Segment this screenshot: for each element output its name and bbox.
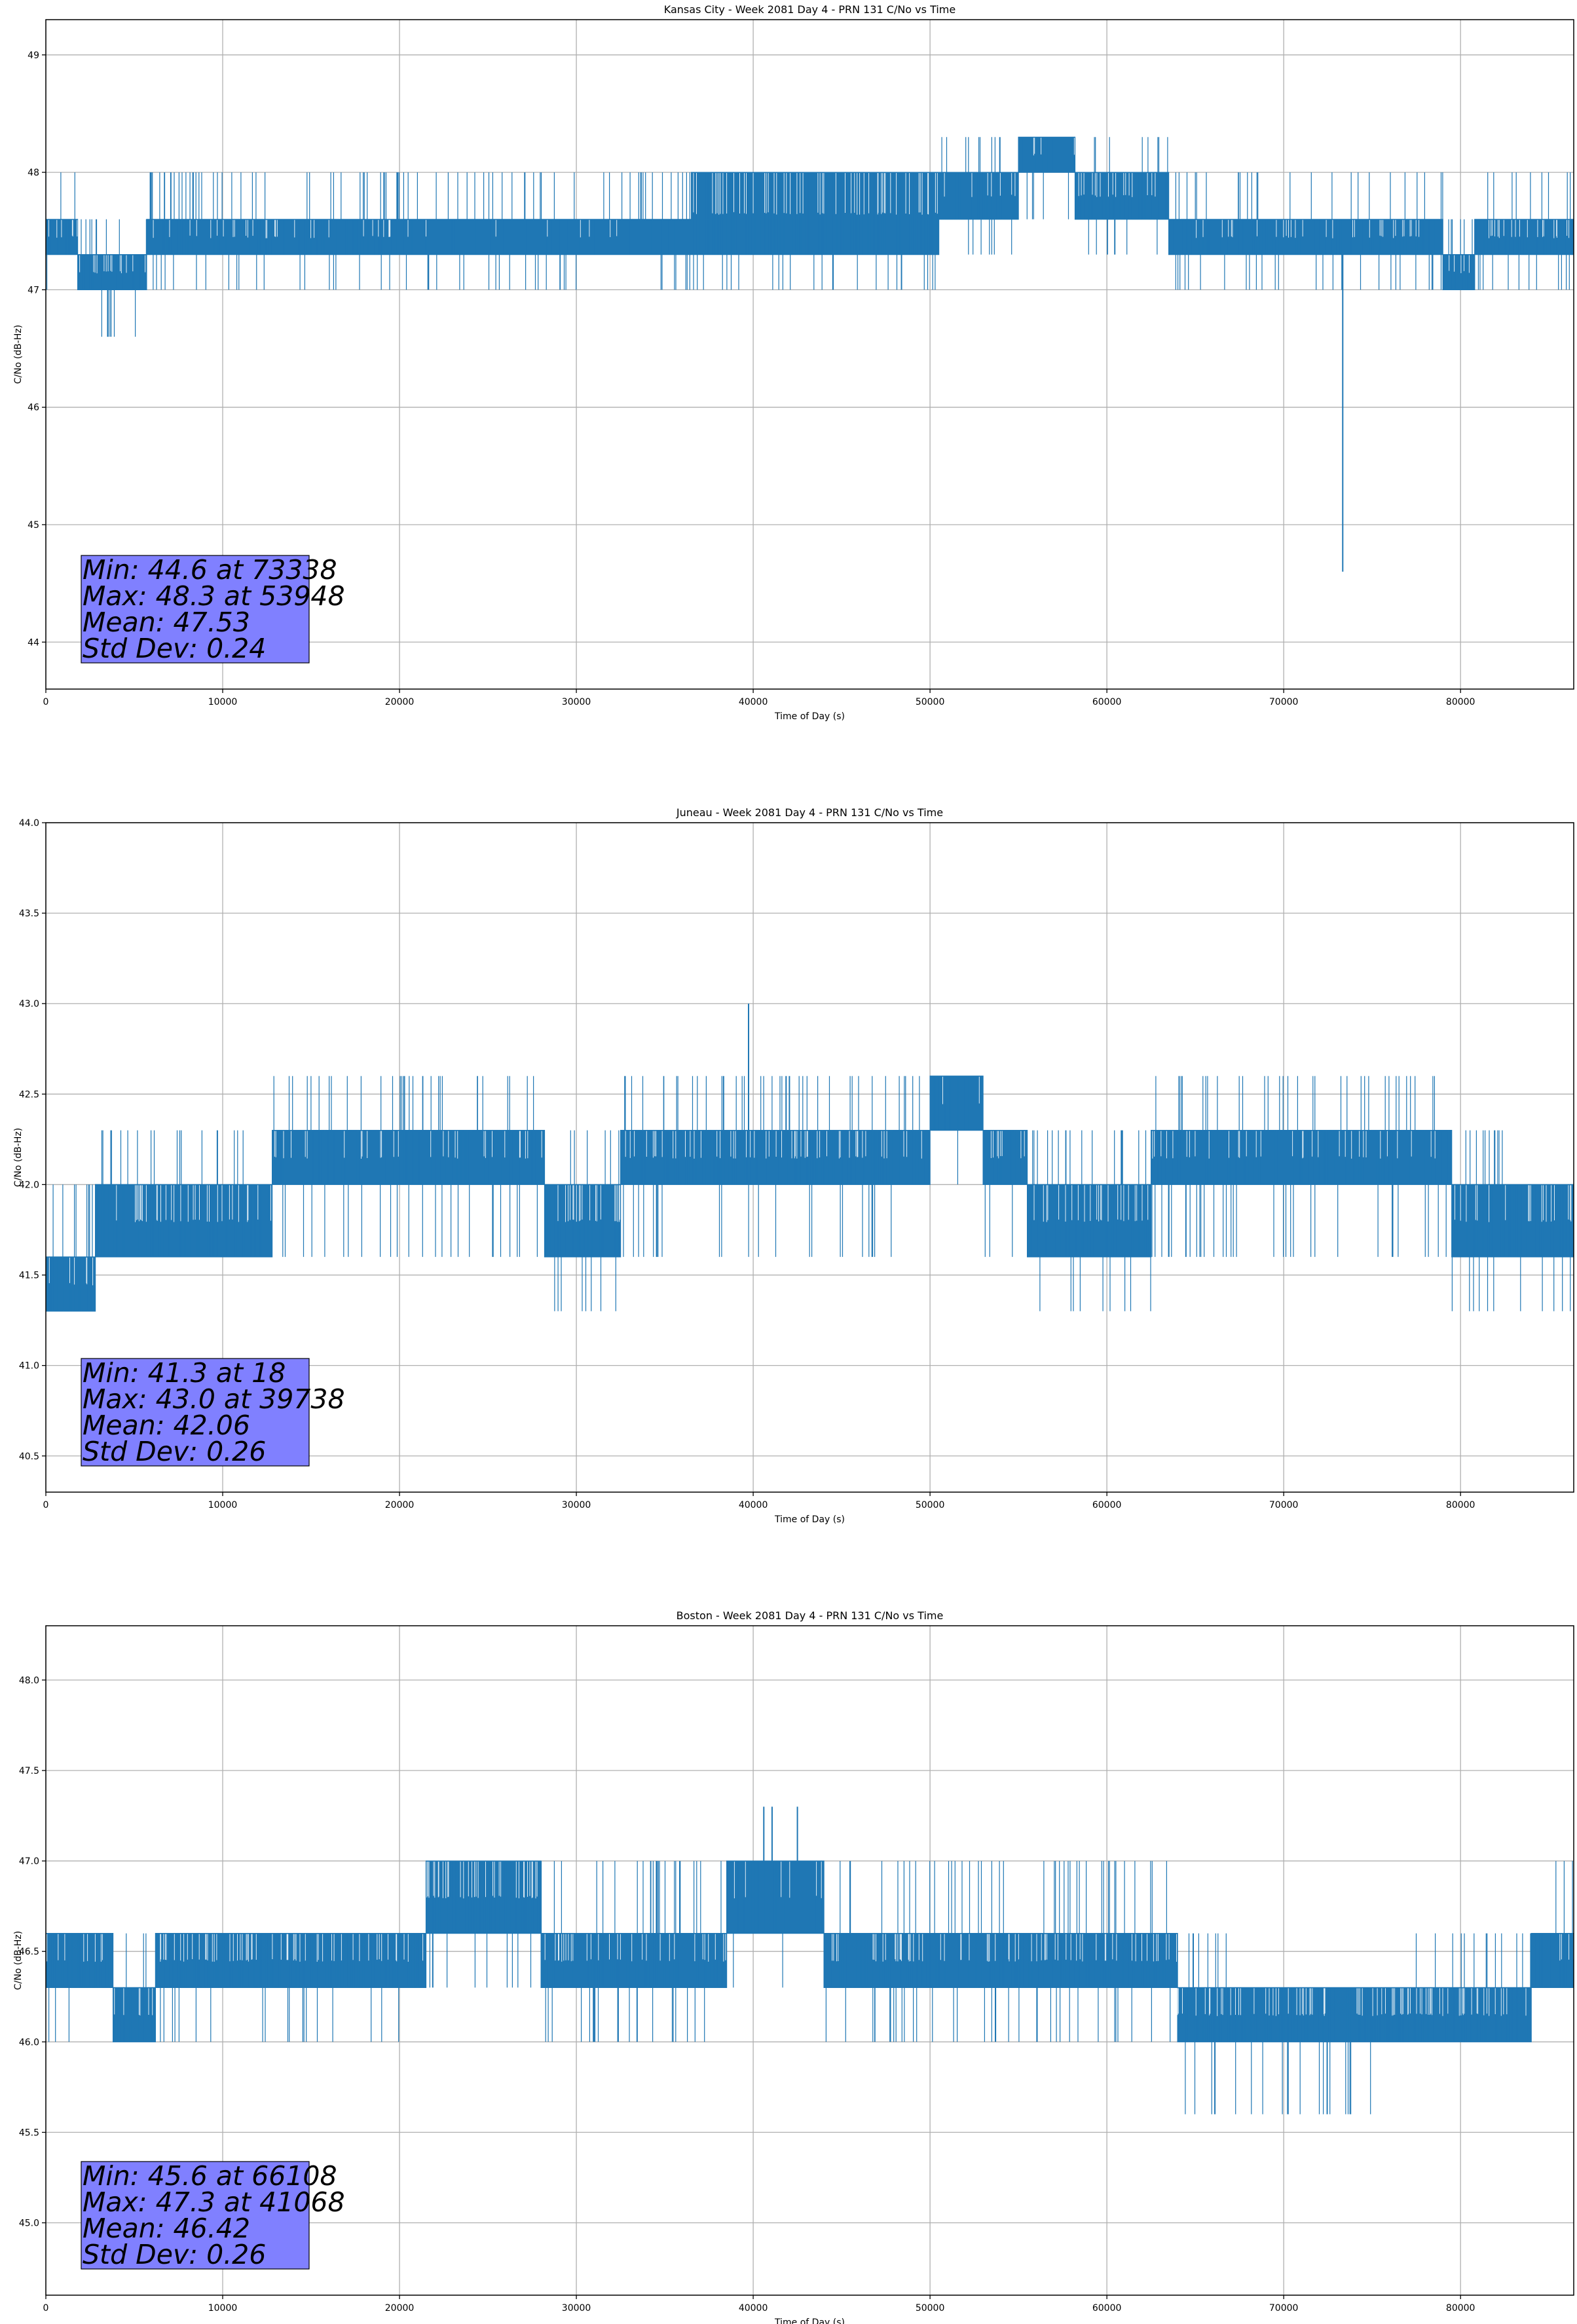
y-tick-label: 40.5 bbox=[19, 1452, 39, 1462]
x-tick-label: 30000 bbox=[562, 1500, 591, 1510]
x-tick-label: 50000 bbox=[916, 697, 945, 707]
x-tick-label: 30000 bbox=[562, 697, 591, 707]
x-axis-label: Time of Day (s) bbox=[774, 2317, 845, 2324]
stats-mean: Mean: 47.53 bbox=[83, 607, 250, 638]
x-axis-label: Time of Day (s) bbox=[774, 711, 845, 722]
stats-box bbox=[81, 1358, 310, 1467]
y-tick-label: 49 bbox=[28, 50, 39, 61]
stats-std: Std Dev: 0.24 bbox=[83, 633, 266, 664]
y-tick-label: 43.0 bbox=[19, 999, 39, 1009]
series-gaps bbox=[48, 1076, 1572, 1286]
x-tick-label: 30000 bbox=[562, 2303, 591, 2314]
x-tick-label: 80000 bbox=[1446, 2303, 1475, 2314]
y-tick-label: 44.0 bbox=[19, 818, 39, 829]
series-gaps bbox=[46, 1862, 1574, 2016]
x-tick-label: 50000 bbox=[916, 1500, 945, 1510]
chart-title: Kansas City - Week 2081 Day 4 - PRN 131 … bbox=[664, 3, 955, 16]
chart-title: Boston - Week 2081 Day 4 - PRN 131 C/No … bbox=[677, 1609, 944, 1622]
y-tick-label: 41.5 bbox=[19, 1271, 39, 1281]
y-axis-label: C/No (dB-Hz) bbox=[13, 1931, 24, 1990]
x-tick-label: 70000 bbox=[1269, 1500, 1299, 1510]
stats-min: Min: 41.3 at 18 bbox=[83, 1357, 286, 1389]
y-tick-label: 47.5 bbox=[19, 1766, 39, 1776]
y-tick-label: 46.0 bbox=[19, 2037, 39, 2048]
x-tick-label: 10000 bbox=[208, 2303, 238, 2314]
y-tick-label: 45.0 bbox=[19, 2219, 39, 2229]
y-axis-label: C/No (dB-Hz) bbox=[13, 325, 24, 384]
stats-std: Std Dev: 0.26 bbox=[83, 1436, 266, 1467]
stats-mean: Mean: 42.06 bbox=[83, 1410, 250, 1441]
x-tick-label: 0 bbox=[43, 697, 49, 707]
x-tick-label: 80000 bbox=[1446, 697, 1475, 707]
x-tick-label: 0 bbox=[43, 1500, 49, 1510]
y-axis-label: C/No (dB-Hz) bbox=[13, 1128, 24, 1187]
series-gaps bbox=[48, 138, 1570, 274]
y-tick-label: 48.0 bbox=[19, 1676, 39, 1686]
y-tick-label: 42.5 bbox=[19, 1089, 39, 1100]
y-tick-label: 46.5 bbox=[19, 1947, 39, 1957]
stats-std: Std Dev: 0.26 bbox=[83, 2239, 266, 2270]
cno-series-line bbox=[46, 1860, 1574, 2114]
x-tick-label: 20000 bbox=[385, 1500, 415, 1510]
x-tick-label: 80000 bbox=[1446, 1500, 1475, 1510]
stats-max: Max: 48.3 at 53948 bbox=[83, 580, 345, 612]
stats-box bbox=[81, 2161, 310, 2270]
x-tick-label: 70000 bbox=[1269, 2303, 1299, 2314]
x-tick-label: 20000 bbox=[385, 2303, 415, 2314]
boston-subplot: 0 10000 20000 30000 40000 50000 60000 70000 8000… bbox=[13, 1609, 1574, 2324]
cno-series-line bbox=[46, 136, 1574, 337]
x-axis-label: Time of Day (s) bbox=[774, 1514, 845, 1525]
x-tick-label: 40000 bbox=[739, 697, 768, 707]
x-tick-label: 60000 bbox=[1092, 697, 1122, 707]
y-tick-label: 43.5 bbox=[19, 909, 39, 919]
x-tick-label: 20000 bbox=[385, 697, 415, 707]
x-tick-label: 60000 bbox=[1092, 2303, 1122, 2314]
x-tick-label: 40000 bbox=[739, 2303, 768, 2314]
axes-frame bbox=[45, 19, 1574, 690]
y-tick-label: 47.0 bbox=[19, 1856, 39, 1867]
stats-max: Max: 47.3 at 41068 bbox=[83, 2186, 345, 2218]
cno-series-line bbox=[46, 1076, 1574, 1312]
axes-frame bbox=[45, 1625, 1574, 2296]
stats-mean: Mean: 46.42 bbox=[83, 2213, 250, 2244]
axes-frame bbox=[45, 822, 1574, 1493]
chart-title: Juneau - Week 2081 Day 4 - PRN 131 C/No … bbox=[676, 806, 943, 819]
y-tick-label: 45 bbox=[28, 520, 39, 531]
y-tick-label: 47 bbox=[28, 285, 39, 295]
stats-max: Max: 43.0 at 39738 bbox=[83, 1383, 345, 1415]
stats-box bbox=[81, 555, 310, 664]
y-tick-label: 48 bbox=[28, 168, 39, 178]
x-tick-label: 70000 bbox=[1269, 697, 1299, 707]
y-tick-label: 46 bbox=[28, 403, 39, 413]
y-tick-label: 45.5 bbox=[19, 2127, 39, 2138]
juneau-subplot: 0 10000 20000 30000 40000 50000 60000 70000 8000… bbox=[13, 806, 1574, 1525]
stats-min: Min: 44.6 at 73338 bbox=[83, 554, 337, 586]
x-tick-label: 50000 bbox=[916, 2303, 945, 2314]
y-tick-label: 44 bbox=[28, 637, 39, 648]
x-tick-label: 60000 bbox=[1092, 1500, 1122, 1510]
stats-min: Min: 45.6 at 66108 bbox=[83, 2160, 337, 2192]
x-tick-label: 10000 bbox=[208, 697, 238, 707]
x-tick-label: 0 bbox=[43, 2303, 49, 2314]
kansas-city-subplot: 0 10000 20000 30000 40000 50000 60000 70000 8000… bbox=[13, 3, 1574, 722]
y-tick-label: 41.0 bbox=[19, 1361, 39, 1372]
x-tick-label: 40000 bbox=[739, 1500, 768, 1510]
y-tick-label: 42.0 bbox=[19, 1180, 39, 1190]
x-tick-label: 10000 bbox=[208, 1500, 238, 1510]
